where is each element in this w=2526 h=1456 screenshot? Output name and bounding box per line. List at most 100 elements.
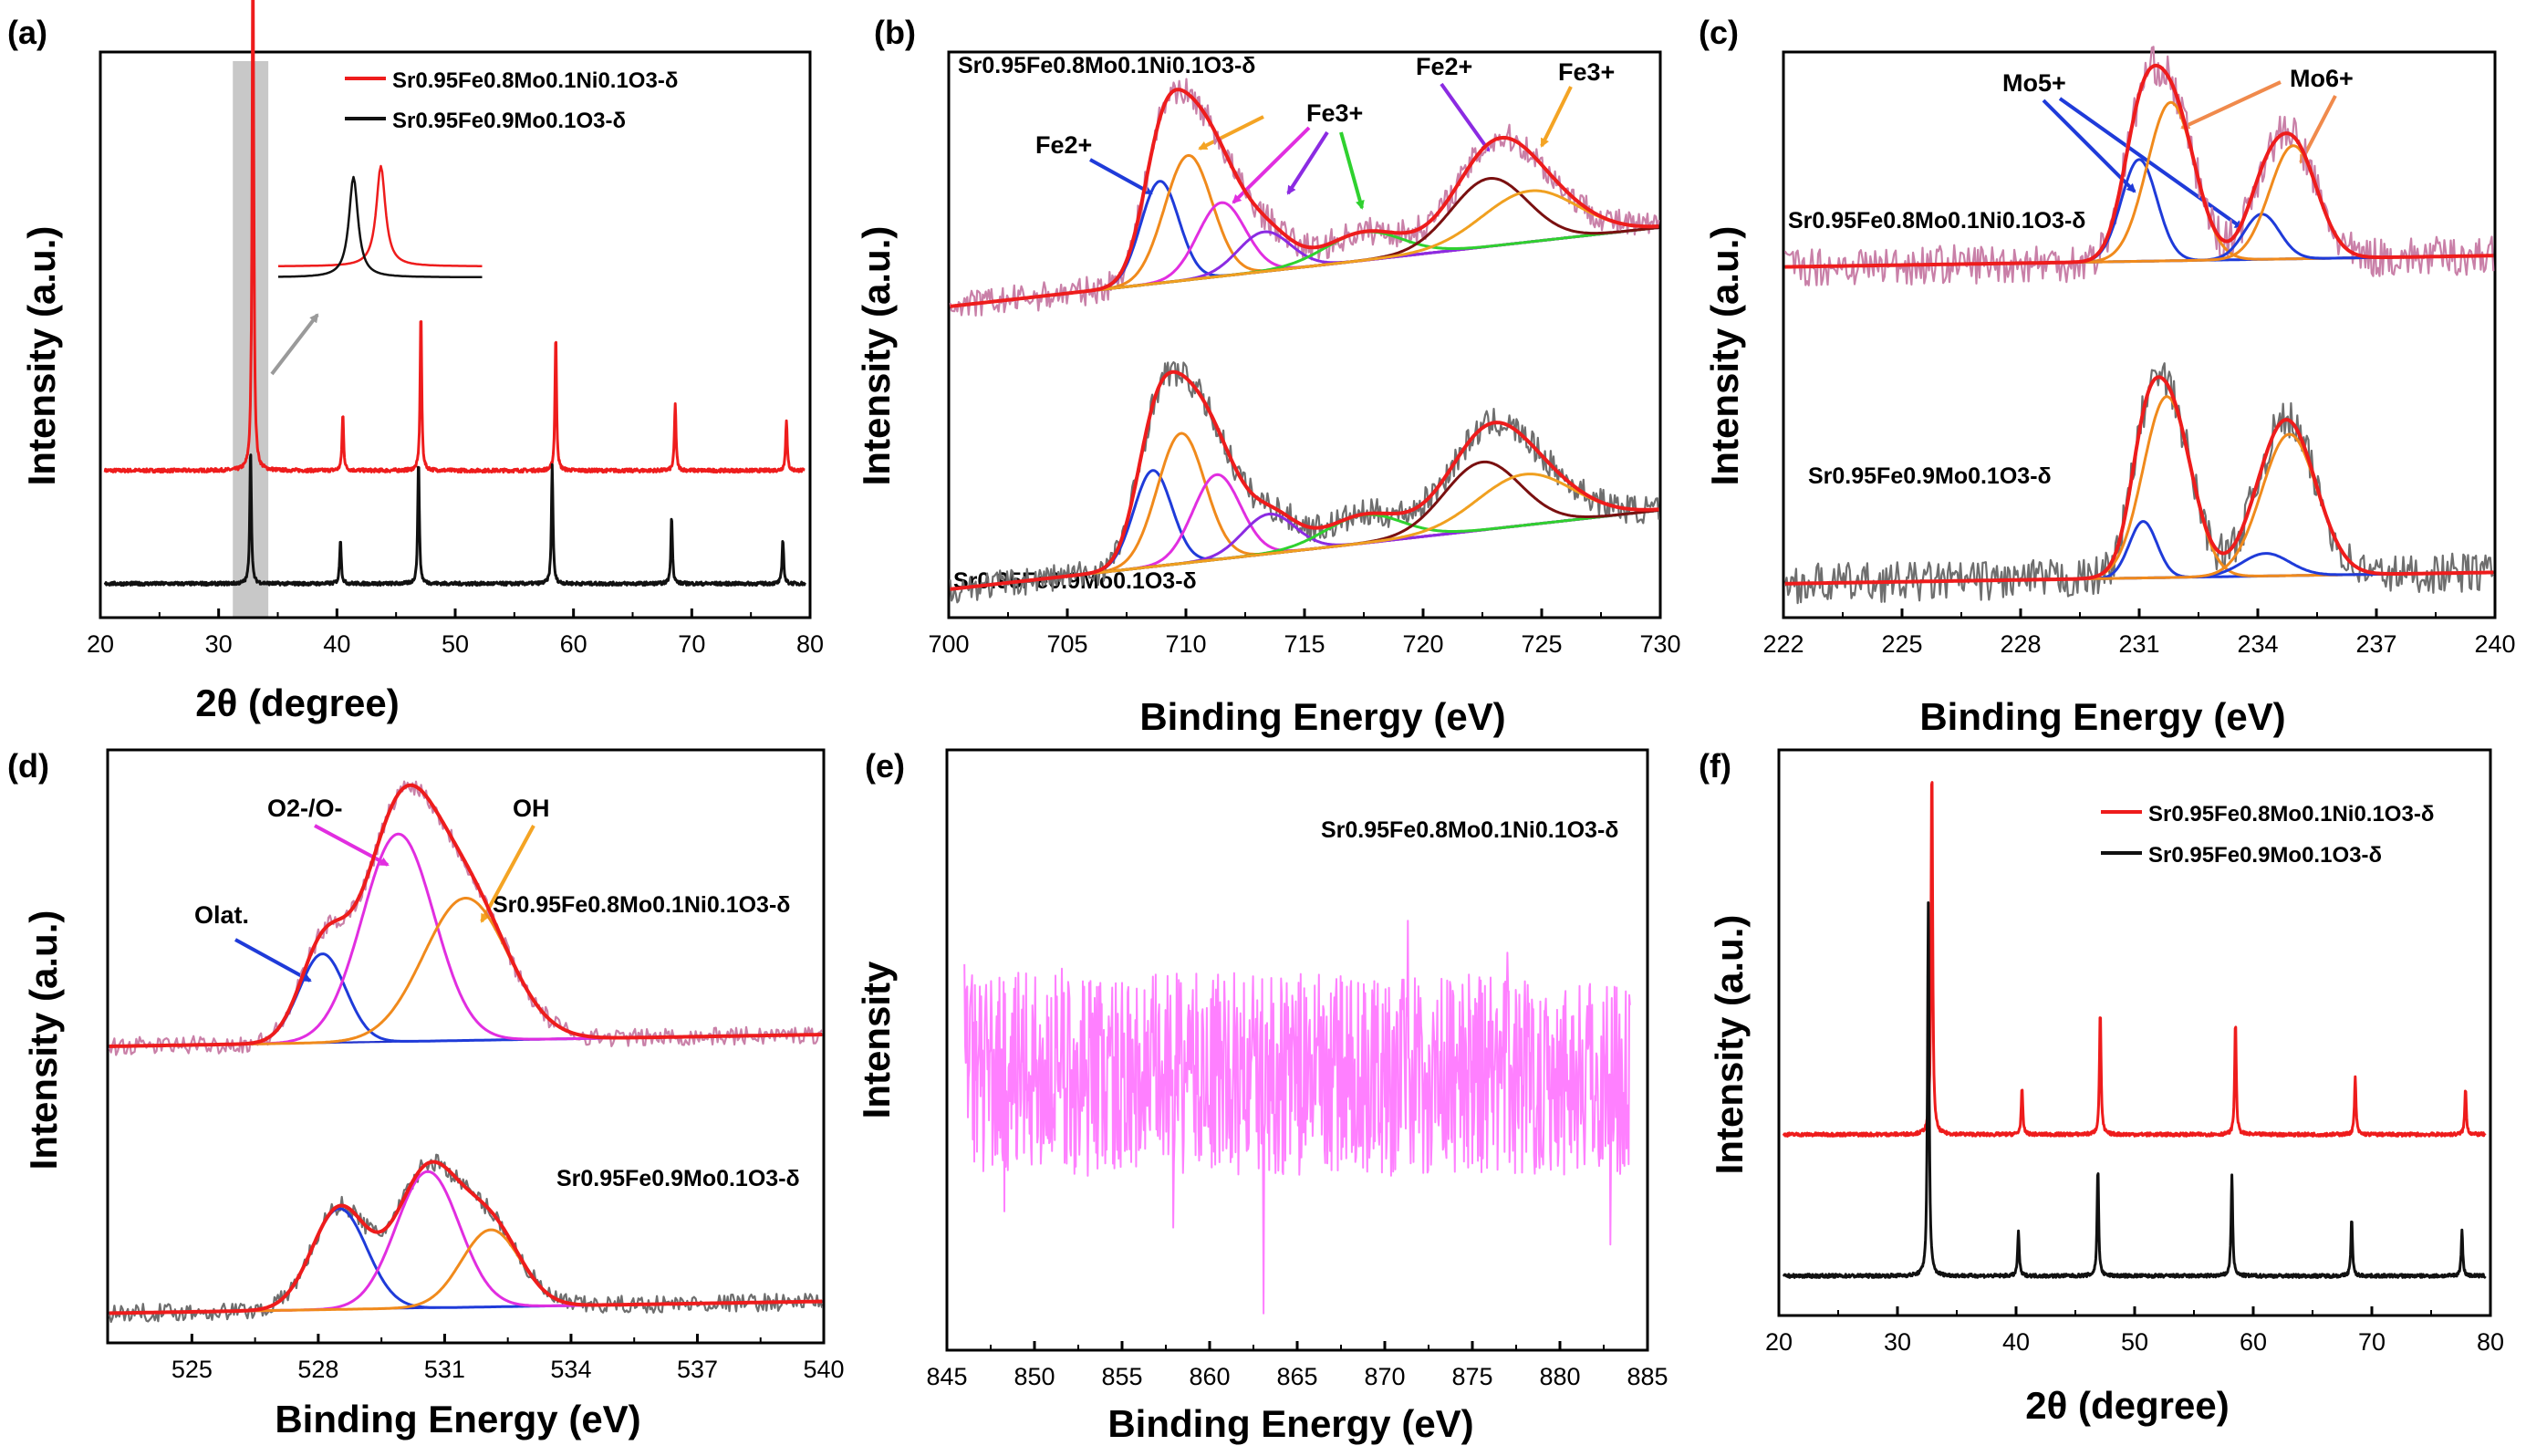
- x-tick-label: 705: [1046, 630, 1087, 658]
- arrow-fe2-left: [1089, 158, 1153, 195]
- panel-label-d: (d): [7, 747, 49, 785]
- plot-frame: [106, 748, 826, 1345]
- panel-a: (a) Intensity (a.u.) 2θ (degree) Sr0.95F…: [7, 0, 824, 724]
- x-tick-label: 231: [2118, 630, 2159, 658]
- x-tick-label: 700: [928, 630, 969, 658]
- fit-envelope-1: [950, 88, 1659, 308]
- x-tick-label: 80: [2477, 1328, 2504, 1356]
- x-tick-label: 880: [1539, 1363, 1580, 1390]
- x-tick-label: 60: [560, 630, 587, 658]
- panel-label-c: (c): [1699, 14, 1739, 51]
- panel-e: (e) Intensity Binding Energy (eV) Sr0.95…: [855, 747, 1668, 1445]
- x-tick-label: 528: [297, 1356, 338, 1383]
- x-tick-label: 885: [1627, 1363, 1668, 1390]
- x-axis-label-d: Binding Energy (eV): [275, 1398, 640, 1440]
- arrow-fe3-green: [1339, 131, 1365, 210]
- x-tick-label: 870: [1364, 1363, 1405, 1390]
- x-tick-label: 70: [2358, 1328, 2386, 1356]
- sample-label-c-top: Sr0.95Fe0.8Mo0.1Ni0.1O3-δ: [1788, 208, 2085, 234]
- annotation-fe2-left: Fe2+: [1035, 131, 1092, 159]
- x-tick-label: 234: [2237, 630, 2278, 658]
- annotation-mo5: Mo5+: [2002, 69, 2066, 97]
- fit-envelope-2: [950, 369, 1659, 591]
- fit-component-1-2: [1784, 100, 2494, 269]
- legend-label-f-1: Sr0.95Fe0.8Mo0.1Ni0.1O3-δ: [2148, 802, 2434, 827]
- x-tick-label: 715: [1284, 630, 1325, 658]
- raw-spectrum-1: [949, 78, 1660, 317]
- inset-arrow: [270, 313, 319, 376]
- panel-f: (f) Intensity (a.u.) 2θ (degree) Sr0.95F…: [1699, 747, 2504, 1427]
- panel-c: (c) Intensity (a.u.) Binding Energy (eV)…: [1699, 14, 2516, 738]
- y-axis-label-e: Intensity: [855, 961, 898, 1118]
- sample-label-e: Sr0.95Fe0.8Mo0.1Ni0.1O3-δ: [1321, 817, 1618, 843]
- y-axis-label-b: Intensity (a.u.): [855, 226, 898, 486]
- arrow-olat: [234, 938, 312, 983]
- fit-component-2-1: [109, 1207, 823, 1315]
- x-tick-label: 20: [87, 630, 114, 658]
- inset-series-1: [278, 164, 483, 267]
- annotation-fe3-left: Fe3+: [1306, 99, 1363, 127]
- x-tick-label: 50: [442, 630, 469, 658]
- panel-d: (d) Intensity (a.u.) Binding Energy (eV)…: [7, 747, 845, 1440]
- xrd-series-1: [1782, 781, 2487, 1138]
- fit-component-2-2: [109, 1170, 823, 1315]
- panel-label-f: (f): [1699, 747, 1731, 785]
- x-tick-label: 720: [1402, 630, 1443, 658]
- x-tick-label: 525: [172, 1356, 213, 1383]
- x-tick-label: 30: [205, 630, 233, 658]
- x-tick-label: 710: [1165, 630, 1206, 658]
- annotation-fe3-right: Fe3+: [1558, 58, 1615, 86]
- annotation-o2: O2-/O-: [267, 795, 343, 822]
- x-tick-label: 60: [2240, 1328, 2267, 1356]
- panel-label-b: (b): [874, 14, 916, 51]
- panel-b: (b) Intensity (a.u.) Binding Energy (eV)…: [855, 14, 1681, 738]
- legend-label-f-2: Sr0.95Fe0.9Mo0.1O3-δ: [2148, 843, 2382, 868]
- x-tick-label: 534: [550, 1356, 591, 1383]
- sample-label-b-top: Sr0.95Fe0.8Mo0.1Ni0.1O3-δ: [958, 53, 1255, 78]
- arrow-fe3-purple: [1286, 130, 1329, 195]
- annotation-oh: OH: [513, 795, 550, 822]
- x-tick-label: 70: [678, 630, 705, 658]
- x-axis-label-e: Binding Energy (eV): [1107, 1402, 1473, 1445]
- legend-label-a-1: Sr0.95Fe0.8Mo0.1Ni0.1O3-δ: [392, 68, 678, 93]
- arrow-mo6-left: [2180, 80, 2282, 130]
- x-tick-label: 540: [803, 1356, 844, 1383]
- y-axis-label-f: Intensity (a.u.): [1708, 915, 1751, 1175]
- x-tick-label: 228: [2000, 630, 2041, 658]
- plot-frame: [1782, 50, 2497, 619]
- sample-label-d-bottom: Sr0.95Fe0.9Mo0.1O3-δ: [556, 1166, 800, 1191]
- x-tick-label: 537: [677, 1356, 718, 1383]
- annotation-olat: Olat.: [194, 901, 249, 929]
- x-tick-label: 730: [1639, 630, 1680, 658]
- x-axis-label-f: 2θ (degree): [2025, 1384, 2229, 1427]
- arrow-fe3-orange: [1198, 115, 1264, 151]
- arrow-fe2-right: [1440, 82, 1491, 152]
- arrow-oh: [480, 825, 535, 923]
- x-tick-label: 30: [1884, 1328, 1911, 1356]
- fit-envelope-1: [109, 783, 823, 1048]
- fit-component-2-4: [1784, 432, 2494, 586]
- x-tick-label: 40: [2002, 1328, 2030, 1356]
- sample-label-c-bottom: Sr0.95Fe0.9Mo0.1O3-δ: [1808, 463, 2052, 489]
- legend-label-a-2: Sr0.95Fe0.9Mo0.1O3-δ: [392, 109, 626, 133]
- x-axis-label-c: Binding Energy (eV): [1919, 695, 2285, 738]
- x-axis-label-b: Binding Energy (eV): [1139, 695, 1505, 738]
- annotation-fe2-right: Fe2+: [1416, 53, 1472, 80]
- y-axis-label-a: Intensity (a.u.): [20, 226, 63, 486]
- xrd-series-2: [103, 453, 806, 588]
- x-tick-label: 855: [1101, 1363, 1142, 1390]
- x-tick-label: 40: [323, 630, 350, 658]
- x-tick-label: 531: [424, 1356, 465, 1383]
- x-tick-label: 725: [1521, 630, 1562, 658]
- x-tick-label: 237: [2355, 630, 2396, 658]
- x-axis-label-a: 2θ (degree): [195, 681, 399, 724]
- fit-envelope-1: [1784, 63, 2494, 269]
- x-tick-label: 20: [1765, 1328, 1793, 1356]
- noise-spectrum: [963, 920, 1631, 1315]
- fit-envelope-2: [1784, 375, 2494, 586]
- plot-frame: [99, 50, 812, 619]
- arrow-mo5-left: [2042, 99, 2136, 193]
- fit-envelope-2: [109, 1160, 823, 1316]
- panel-label-e: (e): [865, 747, 905, 785]
